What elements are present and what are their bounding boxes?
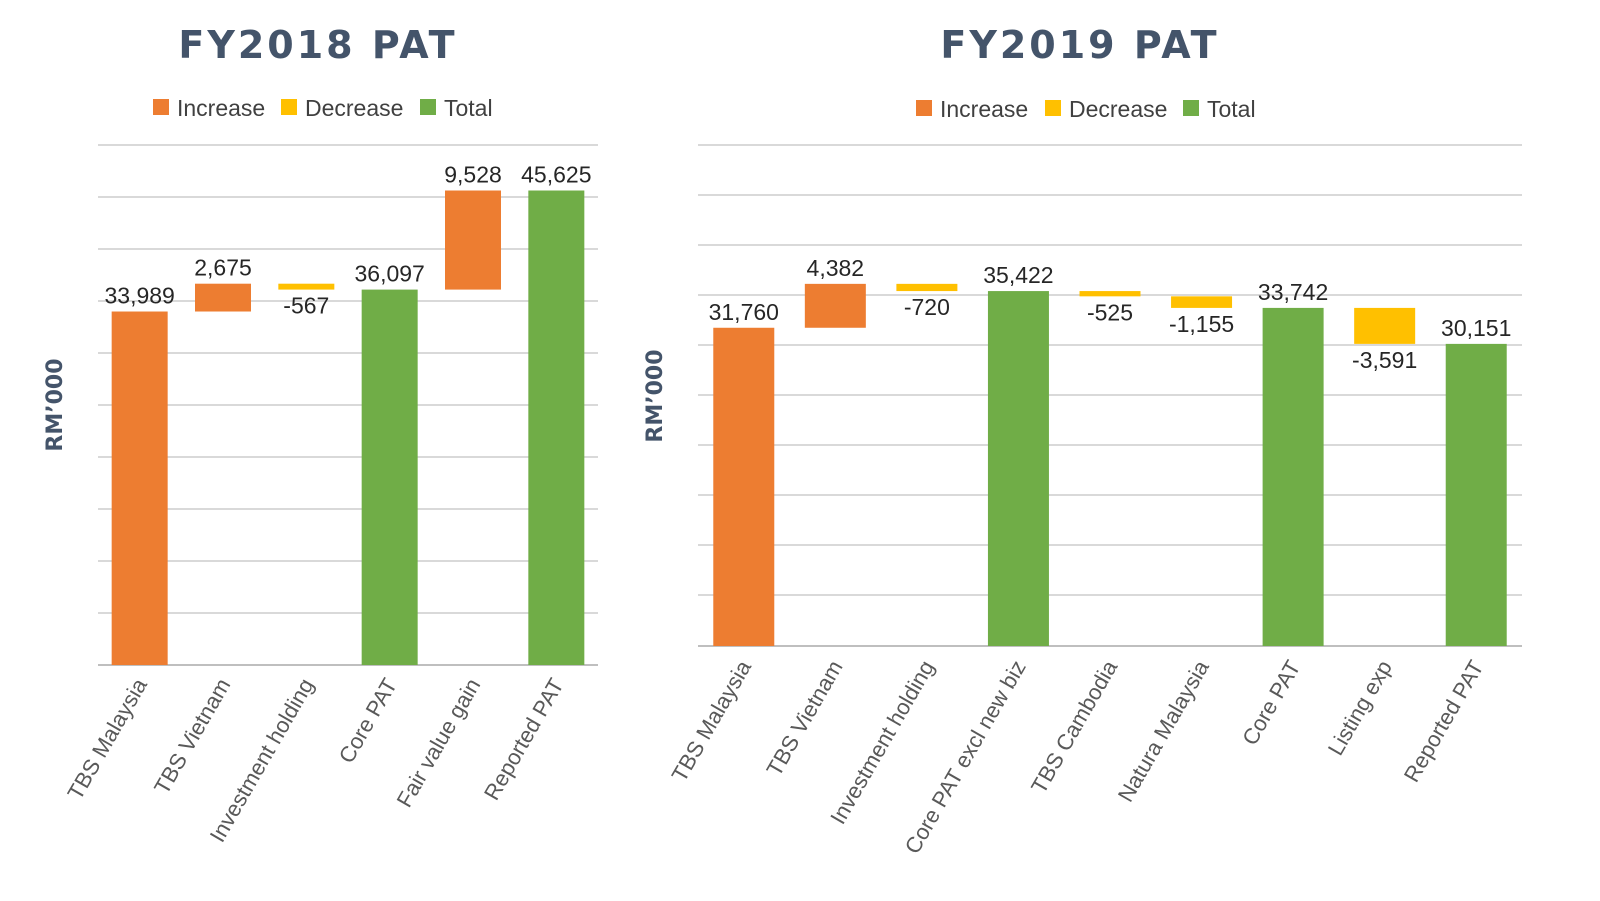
legend-swatch-decrease xyxy=(1045,100,1061,116)
legend-label-decrease: Decrease xyxy=(1069,96,1167,122)
data-label: -525 xyxy=(1087,299,1133,325)
data-label: 33,742 xyxy=(1258,279,1328,305)
x-tick-label: Fair value gain xyxy=(392,674,486,811)
bar-total xyxy=(1445,343,1507,646)
x-tick-label: Listing exp xyxy=(1323,656,1397,760)
bar-increase xyxy=(111,311,168,665)
x-tick-label: Reported PAT xyxy=(1399,656,1489,786)
bar-increase xyxy=(713,327,775,646)
legend-label-increase: Increase xyxy=(177,95,265,121)
bar-total xyxy=(1262,307,1324,646)
data-label: -3,591 xyxy=(1352,347,1417,373)
legend-label-total: Total xyxy=(444,95,493,121)
x-tick-label: TBS Malaysia xyxy=(667,655,757,786)
x-tick-label: Reported PAT xyxy=(479,674,569,804)
data-label: 9,528 xyxy=(444,162,502,188)
chart-title: FY2019 PAT xyxy=(940,23,1219,67)
data-label: 4,382 xyxy=(807,255,865,281)
x-tick-label: Investment holding xyxy=(825,656,939,828)
x-tick-label: Core PAT xyxy=(334,674,402,767)
legend-label-increase: Increase xyxy=(940,96,1028,122)
bar-total xyxy=(361,289,418,665)
data-label: 36,097 xyxy=(354,261,424,287)
y-axis-label: RM’000 xyxy=(43,358,68,451)
data-label: 35,422 xyxy=(983,262,1053,288)
bar-decrease xyxy=(1354,307,1416,344)
bar-total xyxy=(987,291,1049,646)
legend-swatch-increase xyxy=(916,100,932,116)
chart-2: FY2019 PAT Increase Decrease Total RM’000 31,… xyxy=(643,23,1522,858)
legend-swatch-total xyxy=(1183,100,1199,116)
data-label: 2,675 xyxy=(194,255,252,281)
bar-total xyxy=(528,190,585,665)
data-label: 33,989 xyxy=(104,283,174,309)
bar-increase xyxy=(445,190,501,290)
bar-decrease xyxy=(278,283,335,290)
bar-decrease xyxy=(1171,296,1233,308)
x-tick-label: Natura Malaysia xyxy=(1113,655,1215,806)
bar-increase xyxy=(195,283,251,312)
x-tick-label: TBS Cambodia xyxy=(1026,655,1123,797)
legend-label-total: Total xyxy=(1207,96,1256,122)
data-label: -567 xyxy=(283,293,329,319)
data-label: 31,760 xyxy=(709,299,779,325)
legend-label-decrease: Decrease xyxy=(305,95,403,121)
data-label: 30,151 xyxy=(1441,315,1511,341)
chart-1: FY2018 PAT Increase Decrease Total RM’000 33,… xyxy=(43,23,598,846)
bar-increase xyxy=(804,283,866,328)
chart-title: FY2018 PAT xyxy=(178,23,457,67)
legend-swatch-total xyxy=(420,99,436,115)
x-tick-label: TBS Vietnam xyxy=(761,656,847,780)
bar-decrease xyxy=(1079,291,1141,297)
legend-swatch-increase xyxy=(153,99,169,115)
x-tick-label: TBS Malaysia xyxy=(62,673,152,804)
bar-decrease xyxy=(896,283,958,292)
data-label: -720 xyxy=(904,294,950,320)
x-tick-label: TBS Vietnam xyxy=(149,674,235,798)
y-axis-label: RM’000 xyxy=(643,349,668,442)
data-label: -1,155 xyxy=(1169,311,1234,337)
x-tick-label: Core PAT xyxy=(1237,656,1305,749)
legend-swatch-decrease xyxy=(281,99,297,115)
data-label: 45,625 xyxy=(521,162,591,188)
